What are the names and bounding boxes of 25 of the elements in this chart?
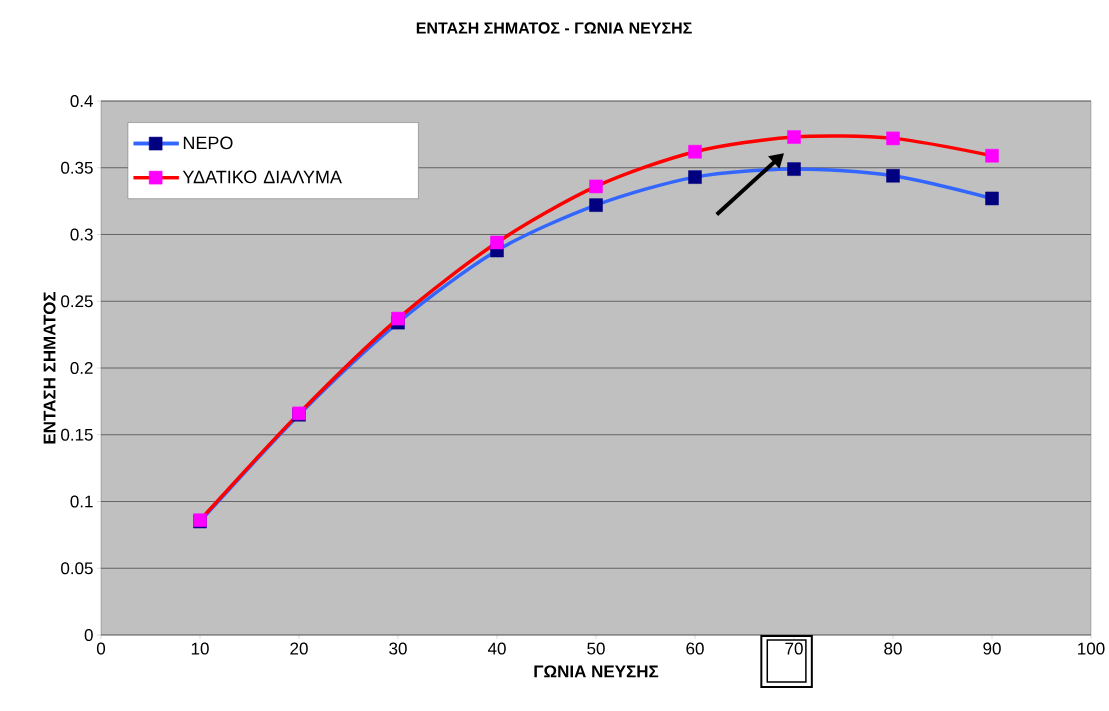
y-tick-label: 0.35 [61, 161, 93, 174]
y-axis-title: ΕΝΤΑΣΗ ΣΗΜΑΤΟΣ [43, 291, 56, 444]
x-tick-label: 100 [1078, 642, 1105, 655]
x-tick-label: 20 [290, 642, 308, 655]
x-axis-title: ΓΩΝΙΑ ΝΕΥΣΗΣ [534, 665, 659, 678]
legend-label: ΥΔΑΤΙΚΟ ΔΙΑΛΥΜΑ [182, 170, 342, 184]
y-tick-label: 0 [84, 628, 93, 642]
x-tick-label: 30 [389, 642, 407, 655]
x-tick-label: 0 [96, 642, 106, 655]
x-tick-label: 70 [785, 642, 803, 655]
x-tick-label: 80 [884, 642, 902, 655]
y-tick-label: 0.1 [70, 495, 93, 508]
y-tick-label: 0.15 [61, 428, 93, 441]
y-tick-label: 0.2 [70, 361, 93, 375]
chart-title: ΕΝΤΑΣΗ ΣΗΜΑΤΟΣ - ΓΩΝΙΑ ΝΕΥΣΗΣ [416, 22, 692, 34]
y-tick-label: 0.25 [61, 295, 93, 308]
x-tick-label: 10 [191, 642, 209, 655]
y-tick-label: 0.05 [61, 562, 93, 575]
x-tick-label: 50 [587, 642, 605, 655]
x-tick-label: 40 [487, 642, 506, 655]
y-tick-label: 0.4 [70, 94, 93, 108]
x-tick-label: 60 [686, 642, 704, 655]
legend-label: ΝΕΡΟ [183, 136, 233, 150]
x-tick-label: 90 [983, 642, 1001, 655]
y-tick-label: 0.3 [70, 228, 93, 241]
